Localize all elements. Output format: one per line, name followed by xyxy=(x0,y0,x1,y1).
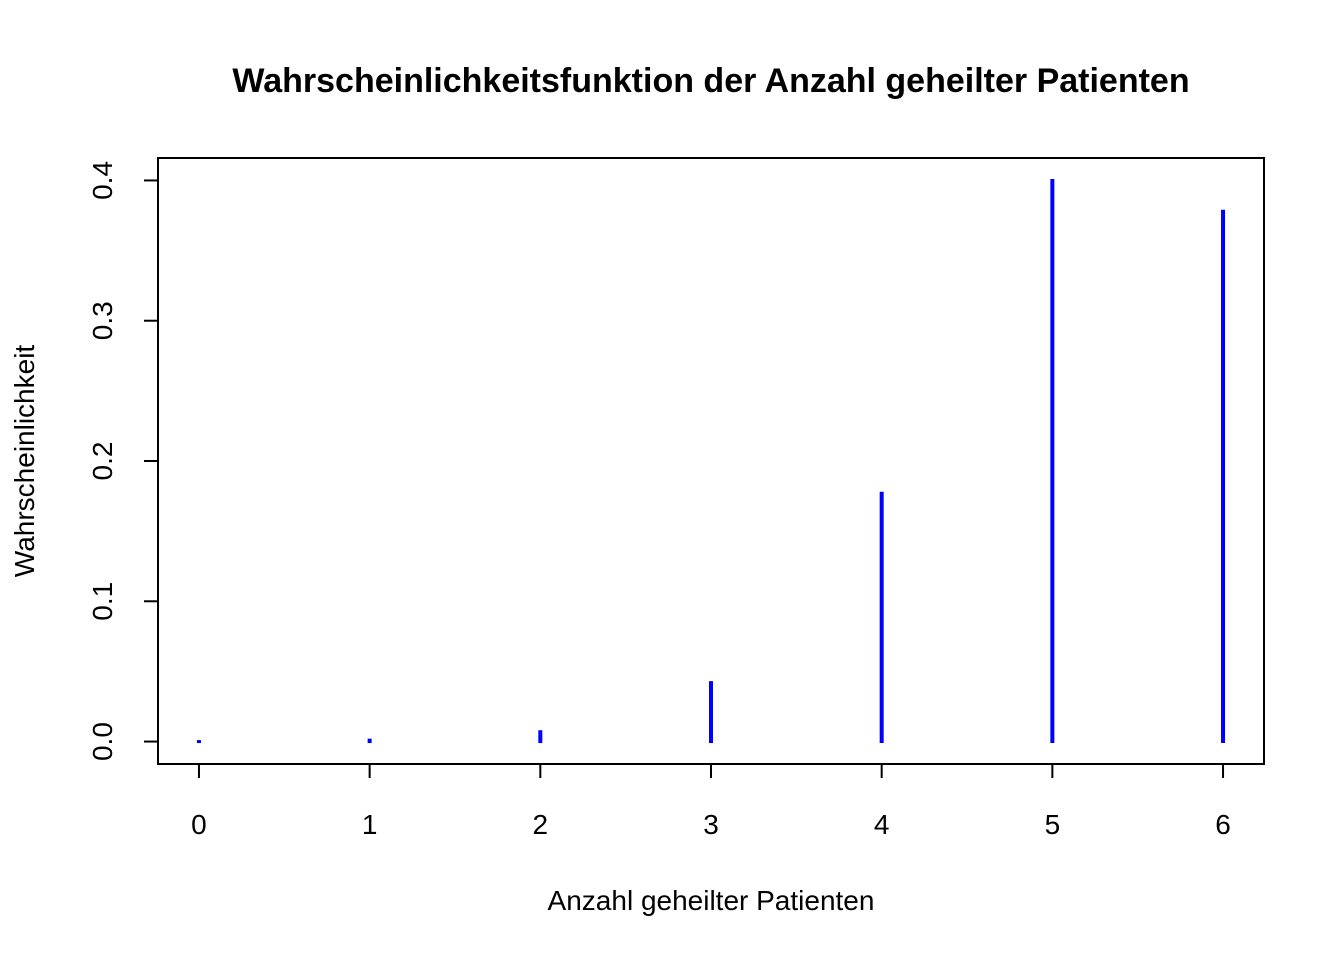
x-tick-label: 2 xyxy=(533,809,549,840)
x-tick-label: 6 xyxy=(1215,809,1231,840)
plot-frame xyxy=(157,157,1265,765)
y-tick-label: 0.1 xyxy=(87,582,118,621)
x-tick-label: 3 xyxy=(703,809,719,840)
y-tick-label: 0.4 xyxy=(87,161,118,200)
x-tick-label: 0 xyxy=(191,809,207,840)
y-tick-label: 0.3 xyxy=(87,301,118,340)
chart-title: Wahrscheinlichkeitsfunktion der Anzahl g… xyxy=(232,62,1189,100)
x-tick-label: 4 xyxy=(874,809,890,840)
x-tick-label: 1 xyxy=(362,809,378,840)
x-axis-label: Anzahl geheilter Patienten xyxy=(548,885,875,916)
probability-bars xyxy=(196,178,1226,744)
y-axis: 0.0 0.1 0.2 0.3 0.4 xyxy=(87,161,159,761)
x-tick-label: 5 xyxy=(1045,809,1061,840)
y-axis-label: Wahrscheinlichkeit xyxy=(9,345,40,578)
y-tick-label: 0.2 xyxy=(87,442,118,481)
x-axis: 0 1 2 3 4 5 6 xyxy=(191,763,1231,840)
y-tick-label: 0.0 xyxy=(87,722,118,761)
